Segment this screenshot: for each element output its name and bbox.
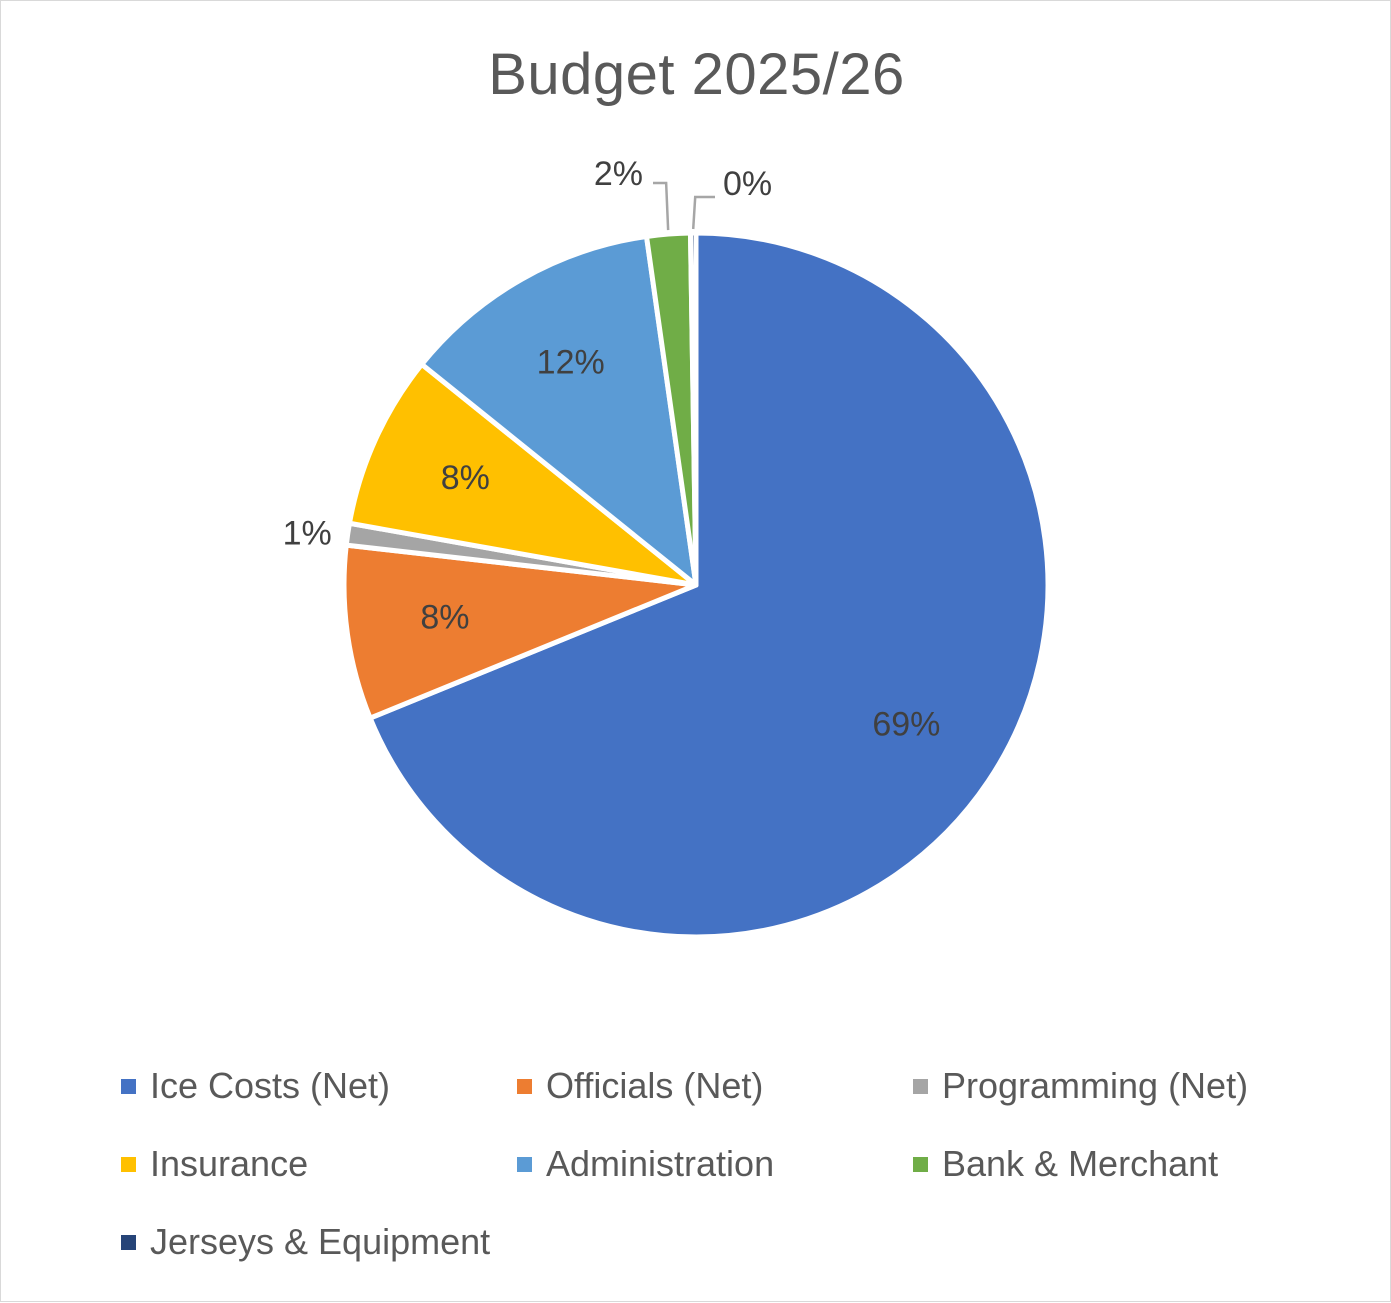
legend-item-programming: Programming (Net) xyxy=(913,1061,1248,1111)
legend-label: Administration xyxy=(546,1143,775,1184)
legend-swatch xyxy=(121,1234,136,1250)
legend-item-officials: Officials (Net) xyxy=(517,1061,763,1111)
legend-label: Programming (Net) xyxy=(942,1065,1249,1106)
data-label-programming: 1% xyxy=(283,515,332,553)
legend-label: Officials (Net) xyxy=(546,1065,764,1106)
legend-label: Jerseys & Equipment xyxy=(150,1221,491,1262)
legend-item-ice-costs: Ice Costs (Net) xyxy=(121,1061,390,1111)
legend-swatch xyxy=(121,1156,136,1172)
leader-line-bank-merchant xyxy=(653,181,670,231)
legend-item-administration: Administration xyxy=(517,1139,774,1189)
legend-label: Bank & Merchant xyxy=(942,1143,1219,1184)
data-label-officials: 8% xyxy=(420,599,469,637)
data-label-administration: 12% xyxy=(537,344,605,382)
legend-item-jerseys-equipment: Jerseys & Equipment xyxy=(121,1217,490,1267)
legend-swatch xyxy=(913,1078,928,1094)
legend-swatch xyxy=(121,1078,136,1094)
data-label-ice-costs: 69% xyxy=(872,705,940,743)
legend-swatch xyxy=(913,1156,928,1172)
data-label-bank-merchant: 2% xyxy=(594,155,643,193)
data-label-jerseys-equipment: 0% xyxy=(723,165,772,203)
legend-swatch xyxy=(517,1078,532,1094)
pie-slice-jerseys-equipment xyxy=(687,230,699,588)
legend-label: Ice Costs (Net) xyxy=(150,1065,391,1106)
legend-label: Insurance xyxy=(150,1143,309,1184)
pie-slice-administration xyxy=(419,233,699,588)
chart-title: Budget 2025/26 xyxy=(488,42,905,107)
data-label-insurance: 8% xyxy=(441,459,490,497)
pie-slice-insurance xyxy=(346,361,699,588)
legend-item-bank-merchant: Bank & Merchant xyxy=(913,1139,1218,1189)
legend-swatch xyxy=(517,1156,532,1172)
pie-slice-ice-costs xyxy=(367,230,1051,940)
leader-line-jerseys-equipment xyxy=(691,195,715,230)
legend-item-insurance: Insurance xyxy=(121,1139,308,1189)
pie-slice-officials xyxy=(341,542,699,721)
